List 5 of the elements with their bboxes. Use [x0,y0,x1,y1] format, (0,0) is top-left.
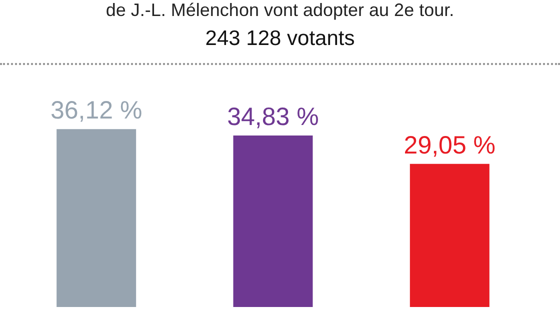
data-label: 34,83 % [227,102,319,131]
data-label: 36,12 % [50,96,142,125]
data-label: 29,05 % [404,131,496,160]
chart-title: de J.-L. Mélenchon vont adopter au 2e tour. [104,0,456,20]
chart-subtitle: 243 128 votants [204,27,356,51]
